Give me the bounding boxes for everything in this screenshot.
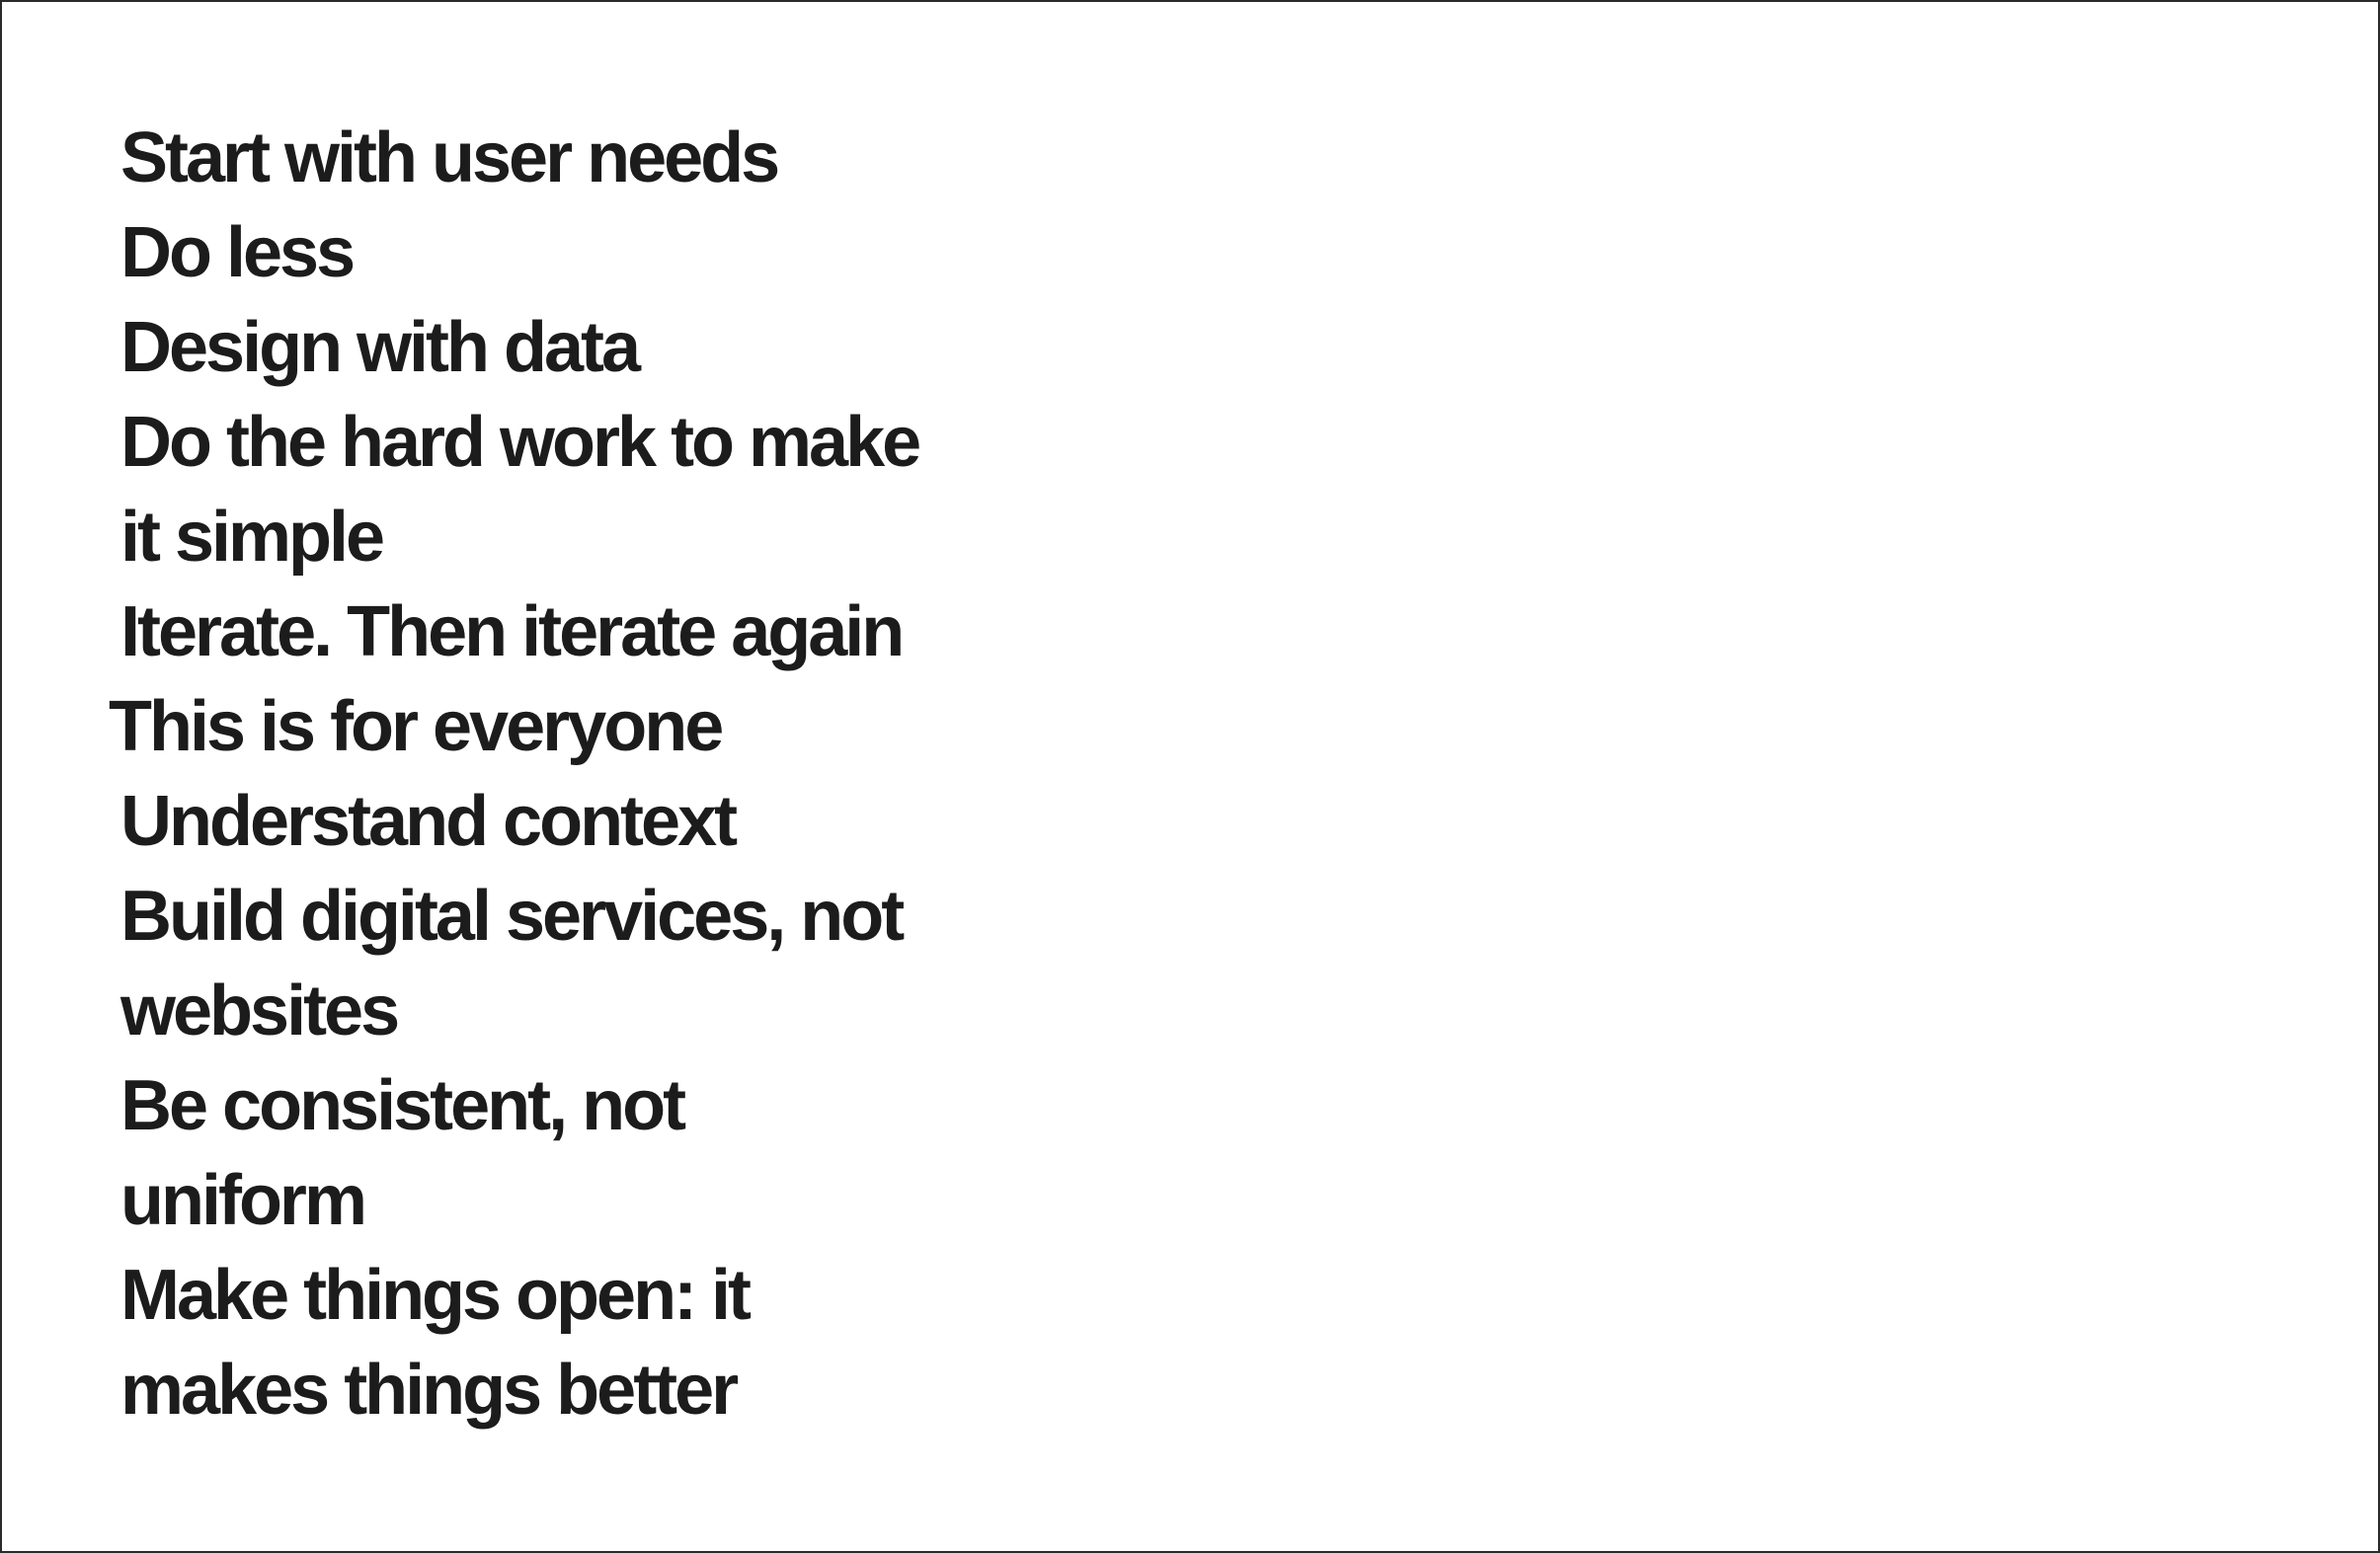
- principle-line: websites: [120, 971, 400, 1050]
- principle-line: Do the hard work to make: [120, 403, 921, 482]
- principle-line: Do less: [120, 213, 356, 292]
- principle-line: Iterate. Then iterate again: [120, 592, 905, 671]
- principle-line: This is for everyone: [109, 687, 724, 766]
- principle-line: Start with user needs: [120, 118, 780, 197]
- principle-line: Be consistent, not: [120, 1066, 686, 1145]
- principle-line: Design with data: [120, 308, 641, 387]
- principle-line: uniform: [120, 1161, 367, 1240]
- principle-line: Build digital services, not: [120, 877, 905, 956]
- principles-list: Start with user needs Do less Design wit…: [109, 111, 921, 1437]
- principle-line: it simple: [120, 498, 385, 577]
- principle-line: Understand context: [120, 782, 738, 861]
- principle-line: Make things open: it: [120, 1256, 752, 1335]
- principle-line: makes things better: [120, 1351, 739, 1430]
